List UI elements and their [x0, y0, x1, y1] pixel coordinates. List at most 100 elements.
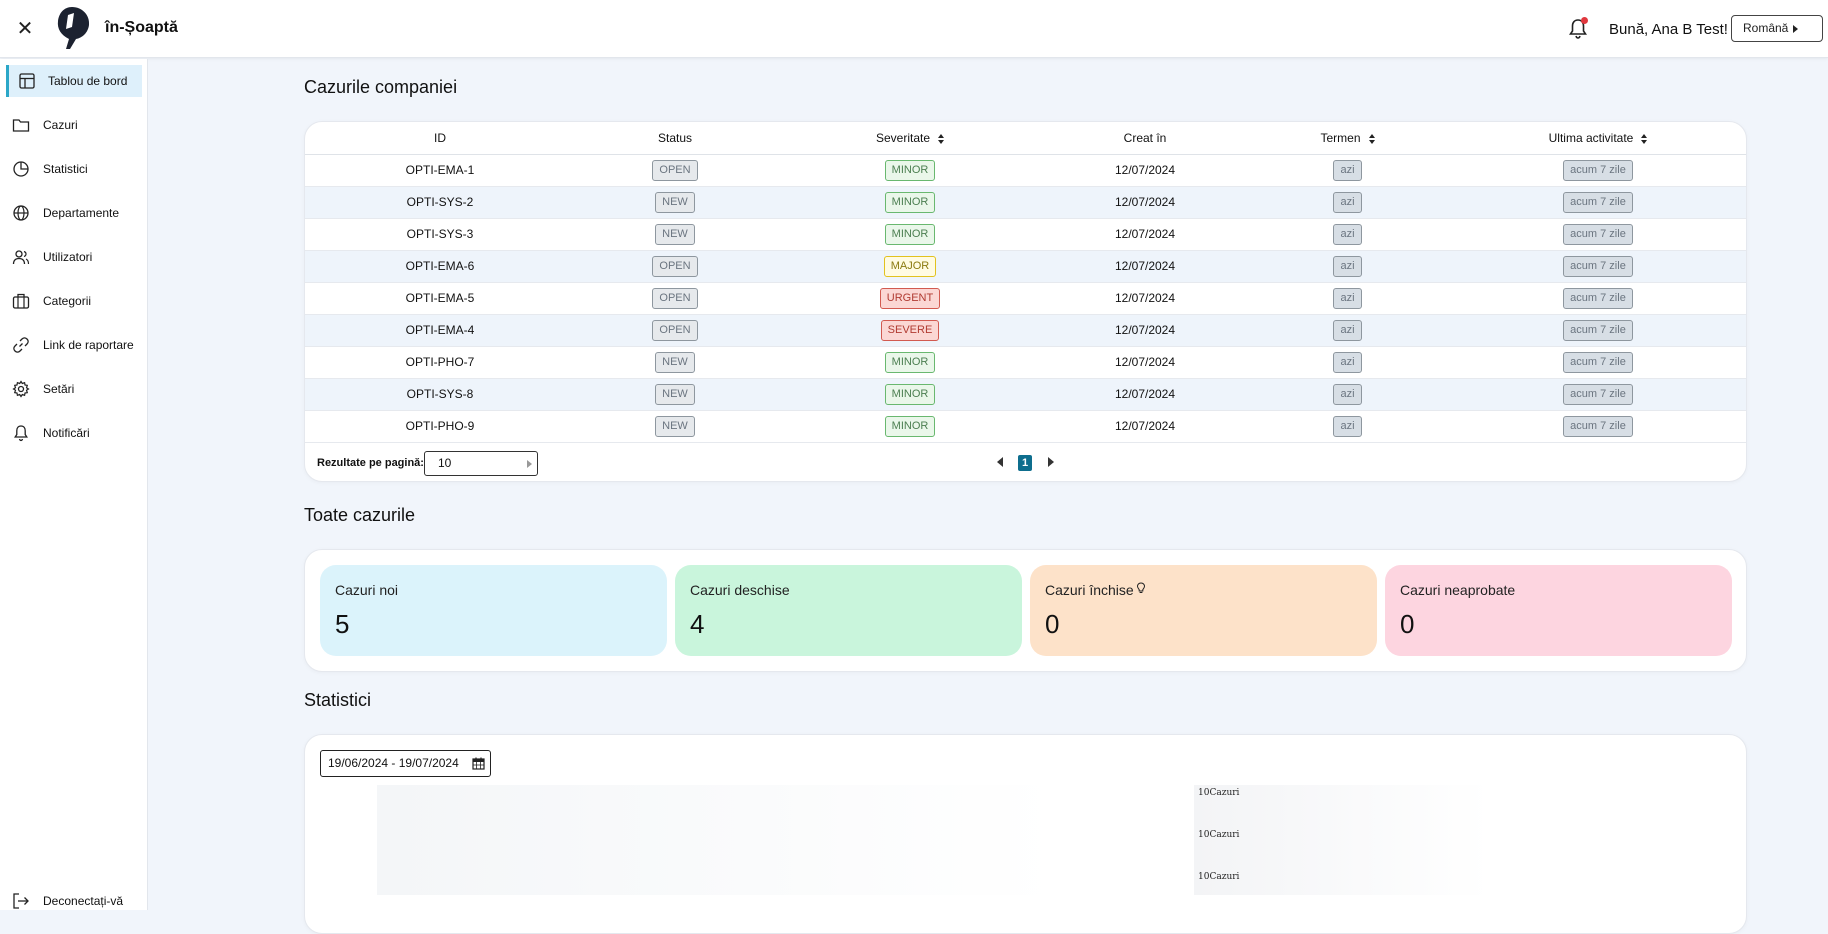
sidebar-item-statistics[interactable]: Statistici	[6, 153, 142, 185]
closed-cases-card[interactable]: Cazuri închise 0	[1030, 565, 1377, 656]
severity-badge: MINOR	[884, 223, 936, 245]
link-icon	[13, 337, 29, 353]
per-page-value: 10	[438, 455, 452, 470]
sidebar-item-label: Statistici	[43, 162, 88, 176]
page-number-button[interactable]: 1	[1018, 454, 1032, 471]
stat-label: Cazuri neaprobate	[1400, 582, 1516, 598]
sidebar-item-label: Setări	[43, 382, 75, 396]
unapproved-cases-card[interactable]: Cazuri neaprobate 0	[1385, 565, 1732, 656]
case-id[interactable]: OPTI-PHO-9	[305, 410, 575, 443]
statistics-chart-right	[1194, 785, 1490, 895]
next-page-icon[interactable]	[1048, 456, 1054, 467]
case-id[interactable]: OPTI-SYS-8	[305, 378, 575, 411]
deadline-badge: azi	[1333, 159, 1362, 181]
created-date: 12/07/2024	[1045, 346, 1245, 379]
per-page-select[interactable]: 10	[424, 450, 538, 476]
status-badge: OPEN	[652, 287, 698, 309]
table-row[interactable]: OPTI-EMA-1 OPEN MINOR 12/07/2024 azi acu…	[305, 154, 1746, 187]
statistics-chart-left	[377, 785, 1057, 895]
table-row[interactable]: OPTI-SYS-8 NEW MINOR 12/07/2024 azi acum…	[305, 378, 1746, 411]
lightbulb-icon[interactable]	[1136, 582, 1146, 594]
deadline-badge: azi	[1333, 223, 1362, 245]
stat-value: 0	[1400, 609, 1415, 639]
table-row[interactable]: OPTI-EMA-5 OPEN URGENT 12/07/2024 azi ac…	[305, 282, 1746, 315]
deadline-badge: azi	[1333, 191, 1362, 213]
sidebar-item-label: Utilizatori	[43, 250, 93, 264]
sidebar-item-departments[interactable]: Departamente	[6, 197, 142, 229]
case-id[interactable]: OPTI-EMA-1	[305, 154, 575, 187]
table-row[interactable]: OPTI-EMA-4 OPEN SEVERE 12/07/2024 azi ac…	[305, 314, 1746, 347]
table-row[interactable]: OPTI-SYS-2 NEW MINOR 12/07/2024 azi acum…	[305, 186, 1746, 219]
col-header-deadline[interactable]: Termen	[1245, 122, 1450, 155]
stat-label: Cazuri închise	[1045, 582, 1134, 598]
pagination-bar: Rezultate pe pagină: 10 1	[305, 443, 1746, 482]
deadline-badge: azi	[1333, 351, 1362, 373]
case-id[interactable]: OPTI-PHO-7	[305, 346, 575, 379]
case-id[interactable]: OPTI-SYS-2	[305, 186, 575, 219]
close-menu-icon[interactable]: ✕	[16, 18, 34, 40]
table-row[interactable]: OPTI-PHO-9 NEW MINOR 12/07/2024 azi acum…	[305, 410, 1746, 443]
new-cases-card[interactable]: Cazuri noi 5	[320, 565, 667, 656]
users-icon	[12, 250, 30, 265]
language-button[interactable]: Română	[1731, 15, 1823, 42]
notification-dot	[1581, 17, 1588, 24]
case-id[interactable]: OPTI-SYS-3	[305, 218, 575, 251]
sidebar-item-label: Link de raportare	[43, 338, 134, 352]
table-row[interactable]: OPTI-EMA-6 OPEN MAJOR 12/07/2024 azi acu…	[305, 250, 1746, 283]
col-header-id[interactable]: ID	[305, 122, 575, 155]
sidebar-item-label: Categorii	[43, 294, 92, 308]
col-header-severity[interactable]: Severitate	[775, 122, 1045, 155]
company-cases-title: Cazurile companiei	[304, 77, 458, 97]
bell-icon	[14, 425, 28, 442]
dashboard-icon	[19, 73, 35, 89]
statistics-title: Statistici	[304, 690, 372, 710]
sidebar-item-dashboard[interactable]: Tablou de bord	[6, 65, 142, 97]
sidebar-item-categories[interactable]: Categorii	[6, 285, 142, 317]
status-badge: NEW	[655, 415, 695, 437]
logout-icon	[13, 893, 29, 909]
sidebar-item-notifications[interactable]: Notificări	[6, 417, 142, 449]
stat-value: 0	[1045, 609, 1060, 639]
status-badge: NEW	[655, 191, 695, 213]
open-cases-card[interactable]: Cazuri deschise 4	[675, 565, 1022, 656]
created-date: 12/07/2024	[1045, 314, 1245, 347]
deadline-badge: azi	[1333, 415, 1362, 437]
logout-button[interactable]: Deconectați-vă	[6, 885, 142, 917]
date-range-picker[interactable]: 19/06/2024 - 19/07/2024	[320, 750, 491, 777]
chart-label: 10Cazuri	[1198, 872, 1240, 882]
last-activity-badge: acum 7 zile	[1563, 191, 1633, 213]
created-date: 12/07/2024	[1045, 218, 1245, 251]
sort-icon[interactable]	[938, 133, 945, 144]
severity-badge: MINOR	[884, 191, 936, 213]
case-id[interactable]: OPTI-EMA-4	[305, 314, 575, 347]
stat-label: Cazuri noi	[335, 582, 399, 598]
previous-page-icon[interactable]	[997, 456, 1003, 467]
date-range-value: 19/06/2024 - 19/07/2024	[328, 756, 459, 770]
sort-icon[interactable]	[1641, 133, 1648, 144]
caret-right-icon	[1793, 24, 1799, 33]
sidebar-item-cases[interactable]: Cazuri	[6, 109, 142, 141]
sidebar-item-reporting-link[interactable]: Link de raportare	[6, 329, 142, 361]
table-row[interactable]: OPTI-SYS-3 NEW MINOR 12/07/2024 azi acum…	[305, 218, 1746, 251]
col-header-last-activity[interactable]: Ultima activitate	[1450, 122, 1746, 155]
last-activity-badge: acum 7 zile	[1563, 287, 1633, 309]
chart-label: 10Cazuri	[1198, 830, 1240, 840]
severity-badge: SEVERE	[880, 319, 940, 341]
last-activity-badge: acum 7 zile	[1563, 383, 1633, 405]
stat-value: 4	[690, 609, 705, 639]
logo-icon	[57, 7, 90, 49]
deadline-badge: azi	[1333, 255, 1362, 277]
case-id[interactable]: OPTI-EMA-5	[305, 282, 575, 315]
status-badge: OPEN	[652, 255, 698, 277]
all-cases-title: Toate cazurile	[304, 505, 416, 525]
col-header-status[interactable]: Status	[575, 122, 775, 155]
deadline-badge: azi	[1333, 383, 1362, 405]
col-header-created[interactable]: Creat în	[1045, 122, 1245, 155]
deadline-badge: azi	[1333, 319, 1362, 341]
sort-icon[interactable]	[1368, 133, 1375, 144]
sidebar-item-settings[interactable]: Setări	[6, 373, 142, 405]
chart-label: 10Cazuri	[1198, 788, 1240, 798]
table-row[interactable]: OPTI-PHO-7 NEW MINOR 12/07/2024 azi acum…	[305, 346, 1746, 379]
sidebar-item-users[interactable]: Utilizatori	[6, 241, 142, 273]
case-id[interactable]: OPTI-EMA-6	[305, 250, 575, 283]
